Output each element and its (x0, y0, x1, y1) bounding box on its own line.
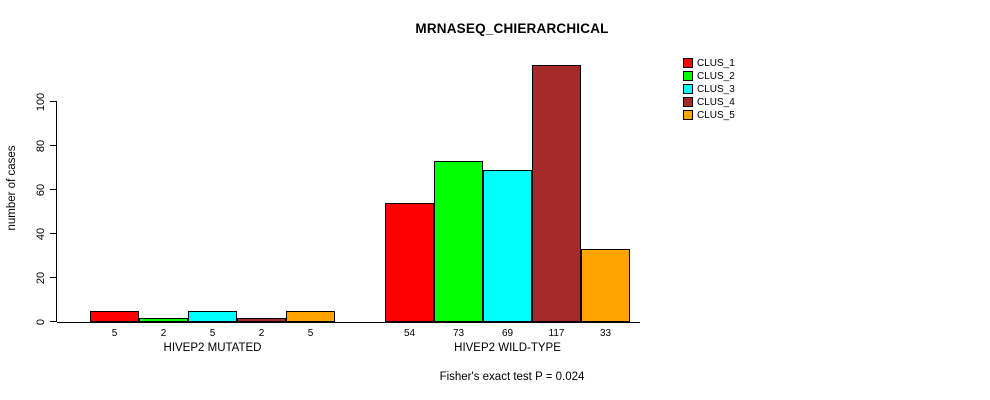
legend-item-clus_1: CLUS_1 (683, 57, 735, 69)
y-axis-title: number of cases (6, 145, 18, 231)
legend-item-clus_2: CLUS_2 (683, 70, 735, 82)
legend-color-swatch (683, 84, 693, 94)
plot-area: HIVEP2 MUTATED HIVEP2 WILD-TYPE 0 20 40 60 8… (35, 55, 640, 354)
legend-item-clus_3: CLUS_3 (683, 83, 735, 95)
y-axis-tick-label: 20 (35, 271, 47, 285)
bar-clus_4-hivep2-wild-type (532, 64, 581, 322)
x-axis-group-label-wild-type: HIVEP2 WILD-TYPE (454, 342, 561, 354)
y-axis-tick-label: 0 (35, 318, 47, 326)
bar-clus_5-hivep2-wild-type (581, 249, 630, 322)
chart-legend: CLUS_1 CLUS_2 CLUS_3 CLUS_4 CLUS_5 (683, 57, 735, 122)
legend-item-clus_5: CLUS_5 (683, 109, 735, 121)
y-axis-tick-label: 40 (35, 227, 47, 241)
y-axis-tick (50, 145, 57, 146)
bar-clus_3-hivep2-wild-type (483, 170, 532, 322)
bar-clus_1-hivep2-wild-type (385, 203, 434, 322)
legend-color-swatch (683, 71, 693, 81)
bar-clus_2-hivep2-wild-type (434, 161, 483, 322)
bar-clus_2-hivep2-mutated (139, 317, 188, 322)
bar-value-label: 2 (160, 328, 167, 339)
fisher-test-annotation: Fisher's exact test P = 0.024 (439, 371, 585, 383)
bar-value-label: 5 (307, 328, 314, 339)
y-axis-tick (50, 233, 57, 234)
bar-value-label: 117 (548, 328, 565, 339)
bar-value-label: 33 (599, 328, 612, 339)
y-axis-line (56, 101, 57, 322)
chart-title: MRNASEQ_CHIERARCHICAL (415, 21, 609, 36)
legend-label: CLUS_1 (697, 57, 735, 69)
bar-clus_1-hivep2-mutated (90, 311, 139, 322)
bar-clus_4-hivep2-mutated (237, 317, 286, 322)
y-axis-tick (50, 277, 57, 278)
legend-item-clus_4: CLUS_4 (683, 96, 735, 108)
legend-label: CLUS_2 (697, 70, 735, 82)
legend-label: CLUS_5 (697, 109, 735, 121)
legend-label: CLUS_3 (697, 83, 735, 95)
bar-value-label: 69 (501, 328, 514, 339)
bar-value-label: 5 (111, 328, 118, 339)
bar-clus_5-hivep2-mutated (286, 311, 335, 322)
y-axis-tick (50, 101, 57, 102)
legend-label: CLUS_4 (697, 96, 735, 108)
y-axis-tick-label: 100 (35, 92, 47, 112)
y-axis-tick (50, 189, 57, 190)
x-axis-group-label-mutated: HIVEP2 MUTATED (163, 342, 262, 354)
bar-clus_3-hivep2-mutated (188, 311, 237, 322)
legend-color-swatch (683, 110, 693, 120)
legend-color-swatch (683, 97, 693, 107)
y-axis-tick (50, 321, 57, 322)
legend-color-swatch (683, 58, 693, 68)
bar-value-label: 2 (258, 328, 265, 339)
y-axis-tick-label: 60 (35, 183, 47, 197)
bar-value-label: 5 (209, 328, 216, 339)
bar-value-label: 73 (452, 328, 465, 339)
bar-value-label: 54 (403, 328, 416, 339)
y-axis-tick-label: 80 (35, 139, 47, 153)
